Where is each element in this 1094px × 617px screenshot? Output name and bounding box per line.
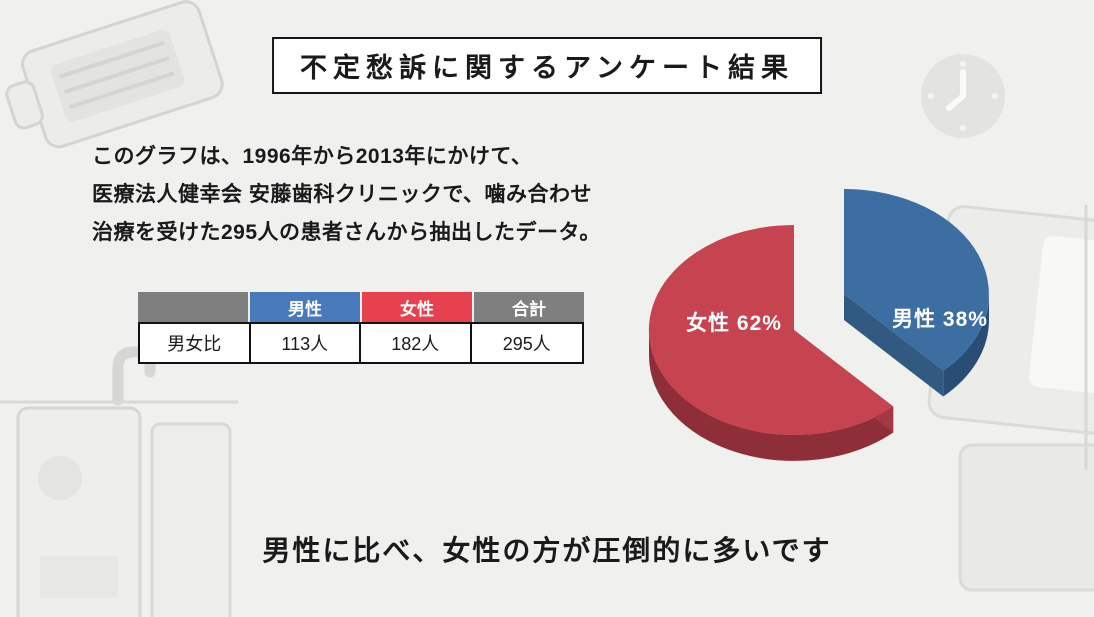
- table-cell-female-count: 182人: [361, 324, 472, 362]
- description-line: 医療法人健幸会 安藤歯科クリニックで、噛み合わせ: [92, 183, 592, 206]
- pie-label-female: 女性 62%: [686, 311, 782, 335]
- pie-slice-male-cutface: [844, 294, 944, 397]
- gender-ratio-table: 男性 女性 合計 男女比 113人 182人 295人: [138, 292, 584, 364]
- decor-tray-icon: [5, 0, 224, 149]
- table-header-row: 男性 女性 合計: [138, 292, 584, 322]
- pie-slice-female-side: [649, 330, 894, 461]
- table-row: 男女比 113人 182人 295人: [138, 322, 584, 364]
- decor-faucet-icon: [0, 346, 238, 406]
- pie-chart: 女性 62% 男性 38%: [612, 168, 1082, 493]
- table-cell-rowlabel: 男女比: [140, 324, 251, 362]
- table-cell-male-count: 113人: [250, 324, 361, 362]
- pie-slice-male-side: [943, 294, 989, 397]
- table-header-empty: [138, 292, 248, 322]
- pie-slice-male: [844, 189, 989, 371]
- table-header-male: 男性: [250, 292, 360, 322]
- decor-dispenser-icon: [16, 406, 232, 617]
- decor-cabinet-icon: [927, 205, 1094, 592]
- description-line: このグラフは、1996年から2013年にかけて、: [92, 145, 533, 168]
- page-title: 不定愁訴に関するアンケート結果: [272, 37, 822, 94]
- table-header-female: 女性: [362, 292, 472, 322]
- description-line: 治療を受けた295人の患者さんから抽出したデータ。: [92, 221, 601, 244]
- pie-label-male: 男性 38%: [892, 307, 988, 331]
- pie-slice-female: [648, 224, 894, 435]
- decor-clock-icon: [921, 54, 1005, 138]
- description-text: このグラフは、1996年から2013年にかけて、 医療法人健幸会 安藤歯科クリニ…: [92, 138, 601, 252]
- table-header-total: 合計: [474, 292, 584, 322]
- conclusion-text: 男性に比べ、女性の方が圧倒的に多いです: [262, 535, 832, 566]
- table-cell-total-count: 295人: [471, 324, 582, 362]
